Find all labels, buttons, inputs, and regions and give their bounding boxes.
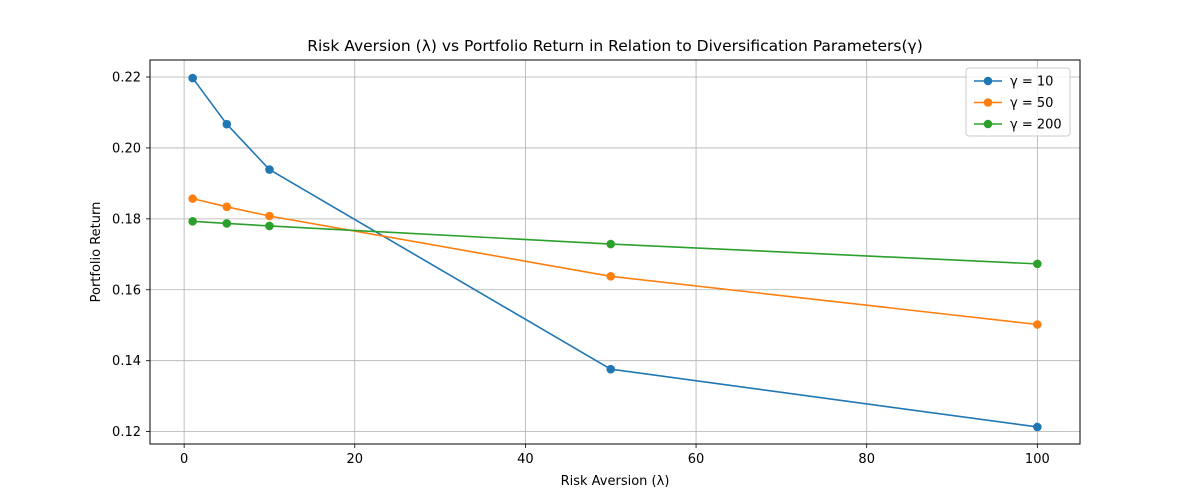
data-point (606, 364, 616, 374)
x-tick-label: 40 (517, 452, 534, 467)
x-tick-label: 80 (858, 452, 875, 467)
y-tick-label: 0.18 (112, 212, 141, 227)
data-point (222, 202, 232, 212)
y-tick-label: 0.14 (112, 354, 141, 369)
x-tick-label: 60 (688, 452, 705, 467)
series-1 (188, 194, 1042, 329)
y-tick-label: 0.22 (112, 71, 141, 86)
series-0 (188, 73, 1042, 432)
x-axis-label: Risk Aversion (λ) (561, 474, 670, 489)
data-point (222, 119, 232, 129)
data-point (1033, 320, 1042, 329)
legend: γ = 10 γ = 50 γ = 200 (965, 67, 1071, 137)
data-point (1033, 259, 1042, 269)
ticks-layer: 0 20 40 60 80 100 0.12 0.14 0.16 0.18 0.20 0.22 (112, 71, 1050, 467)
data-point (188, 73, 197, 83)
plot-frame (149, 59, 1081, 445)
x-tick-label: 20 (346, 452, 363, 467)
y-tick-label: 0.12 (112, 425, 141, 440)
data-point (606, 239, 616, 249)
legend-box (965, 67, 1071, 137)
chart-title: Risk Aversion (λ) vs Portfolio Return in… (307, 37, 923, 55)
data-point (265, 211, 274, 221)
data-point (265, 165, 274, 174)
series-2 (188, 217, 1042, 269)
y-axis-label: Portfolio Return (89, 202, 104, 303)
legend-label: γ = 50 (1010, 96, 1053, 111)
y-tick-label: 0.16 (112, 283, 141, 298)
legend-item-1: γ = 50 (974, 96, 1053, 111)
grid-layer (150, 60, 1080, 444)
data-point (188, 194, 197, 203)
legend-item-2: γ = 200 (974, 118, 1062, 133)
data-point (222, 219, 232, 228)
data-point (606, 271, 616, 281)
data-point (265, 221, 274, 231)
legend-marker (983, 76, 993, 86)
legend-marker (983, 119, 993, 129)
legend-label: γ = 200 (1010, 118, 1062, 133)
x-tick-label: 0 (180, 452, 188, 467)
series-layer (188, 73, 1042, 432)
data-point (188, 217, 197, 226)
y-tick-label: 0.20 (112, 141, 141, 156)
legend-item-0: γ = 10 (974, 75, 1053, 90)
legend-label: γ = 10 (1010, 75, 1053, 90)
x-tick-label: 100 (1025, 452, 1050, 467)
legend-marker (983, 98, 993, 107)
data-point (1033, 422, 1042, 432)
